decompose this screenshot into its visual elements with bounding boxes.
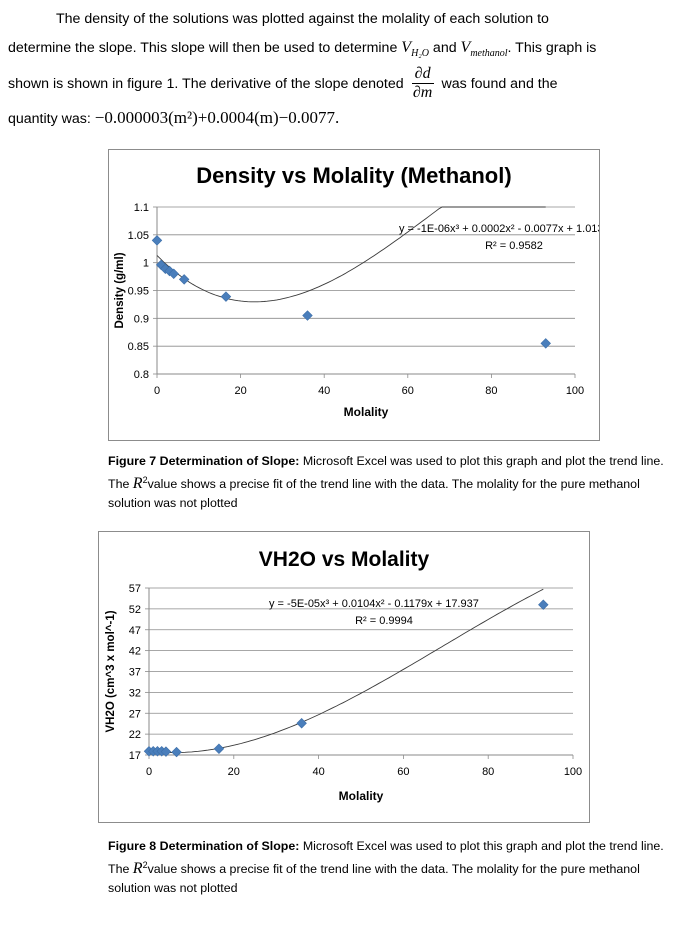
y-tick-label: 32 — [129, 687, 141, 699]
trendline-equation: y = -5E-05x³ + 0.0104x² - 0.1179x + 17.9… — [269, 598, 479, 610]
intro-line-3-end: was found and the — [437, 75, 558, 92]
x-tick-label: 40 — [312, 766, 324, 778]
y-tick-label: 0.95 — [128, 286, 149, 298]
chart-title: VH2O vs Molality — [259, 548, 430, 571]
y-tick-label: 0.9 — [134, 313, 149, 325]
x-tick-label: 0 — [146, 766, 152, 778]
vh2o-chart-frame: 17 22 27 32 37 42 47 52 57 0 20 40 60 80 100 VH2O vs Mo… — [98, 531, 590, 823]
intro-paragraph: The density of the solutions was plotted… — [8, 10, 686, 130]
derivative-numerator: ∂d — [414, 65, 431, 82]
x-tick-label: 100 — [564, 766, 582, 778]
intro-line-3: shown is shown in figure 1. The derivati… — [8, 66, 558, 102]
r-squared-label: R² = 0.9582 — [485, 240, 543, 252]
intro-line-3-text: shown is shown in figure 1. The derivati… — [8, 75, 408, 92]
vh2o-chart: 17 22 27 32 37 42 47 52 57 0 20 40 60 80 100 VH2O vs Mo… — [105, 548, 582, 803]
y-tick-label: 37 — [129, 667, 141, 679]
data-point — [171, 746, 182, 758]
y-tick-label: 0.85 — [128, 341, 149, 353]
x-tick-label: 80 — [485, 385, 497, 397]
data-point — [296, 718, 307, 729]
y-tick-label: 52 — [129, 604, 141, 616]
figure-8-label: Figure 8 Determination of Slope: — [108, 839, 300, 853]
x-tick-label: 60 — [397, 766, 409, 778]
y-tick-label: 27 — [129, 708, 141, 720]
y-axis-label: Density (g/ml) — [114, 252, 126, 328]
intro-line-4-text: quantity was: — [8, 111, 95, 127]
figure-8-caption: Figure 8 Determination of Slope: Microso… — [108, 839, 664, 896]
density-chart: 0.8 0.85 0.9 0.95 1 1.05 1.1 0 20 40 60 80 100 Densit… — [114, 163, 610, 419]
trendline-equation: y = -1E-06x³ + 0.0002x² - 0.0077x + 1.01… — [399, 223, 599, 235]
derivative-denominator: ∂m — [412, 84, 433, 101]
y-tick-label: 22 — [129, 729, 141, 741]
x-tick-label: 0 — [154, 385, 160, 397]
intro-line-4: quantity was: −0.000003(m²)+0.0004(m)−0.… — [8, 108, 339, 129]
y-tick-label: 0.8 — [134, 369, 149, 381]
trendline — [156, 206, 546, 303]
data-point — [168, 268, 179, 280]
derivative-fraction: ∂d ∂m — [408, 66, 438, 102]
x-tick-label: 20 — [228, 766, 240, 778]
density-chart-frame: 0.8 0.85 0.9 0.95 1 1.05 1.1 0 20 40 60 80 100 Densit… — [108, 149, 610, 441]
y-tick-label: 1.05 — [128, 230, 149, 242]
figure-7-label: Figure 7 Determination of Slope: — [108, 454, 300, 468]
trendline — [148, 588, 544, 753]
v-h2o-subscript: H₂O — [411, 48, 429, 59]
data-point — [220, 291, 232, 302]
x-axis-label: Molality — [339, 789, 384, 803]
data-point — [151, 235, 163, 246]
intro-and: and — [428, 40, 461, 56]
figure-8-caption-text: Microsoft Excel was used to plot this gr… — [108, 839, 664, 877]
data-point — [164, 265, 175, 277]
data-point — [213, 743, 225, 754]
data-point — [538, 599, 549, 610]
x-tick-label: 20 — [234, 385, 246, 397]
x-axis-label: Molality — [344, 405, 389, 419]
figure-7-caption: Figure 7 Determination of Slope: Microso… — [108, 454, 664, 511]
v-methanol-symbol: V — [460, 39, 471, 56]
v-methanol-subscript: methanol — [470, 48, 508, 59]
data-point — [302, 310, 313, 321]
figure-8-caption-text-end: value shows a precise fit of the trend l… — [108, 862, 640, 896]
y-axis-label: VH2O (cm^3 x mol^-1) — [105, 610, 117, 732]
figure-7-r-symbol: R — [132, 475, 143, 493]
v-h2o-symbol: V — [401, 39, 412, 56]
y-tick-label: 57 — [129, 583, 141, 595]
figure-8-r-symbol: R — [132, 860, 143, 878]
derivative-equation: −0.000003(m²)+0.0004(m)−0.0077. — [94, 108, 340, 127]
figure-7-caption-text: Microsoft Excel was used to plot this gr… — [108, 454, 664, 492]
intro-line-1: The density of the solutions was plotted… — [56, 11, 549, 27]
x-tick-label: 40 — [318, 385, 330, 397]
y-tick-label: 1.1 — [134, 202, 149, 214]
chart-title: Density vs Molality (Methanol) — [196, 163, 511, 188]
y-tick-label: 42 — [129, 646, 141, 658]
intro-line-2: determine the slope. This slope will the… — [8, 38, 596, 59]
x-tick-label: 100 — [566, 385, 584, 397]
y-tick-label: 17 — [129, 750, 141, 762]
x-tick-label: 60 — [402, 385, 414, 397]
figure-7-caption-text-end: value shows a precise fit of the trend l… — [108, 477, 640, 511]
intro-line-2-text: determine the slope. This slope will the… — [8, 40, 402, 56]
y-tick-label: 1 — [143, 258, 149, 270]
data-point — [540, 338, 551, 349]
data-point — [178, 274, 190, 285]
r-squared-label: R² = 0.9994 — [355, 615, 413, 627]
intro-line-2-end: . This graph is — [507, 40, 597, 56]
y-tick-label: 47 — [129, 625, 141, 637]
x-tick-label: 80 — [482, 766, 494, 778]
data-point — [160, 746, 172, 757]
